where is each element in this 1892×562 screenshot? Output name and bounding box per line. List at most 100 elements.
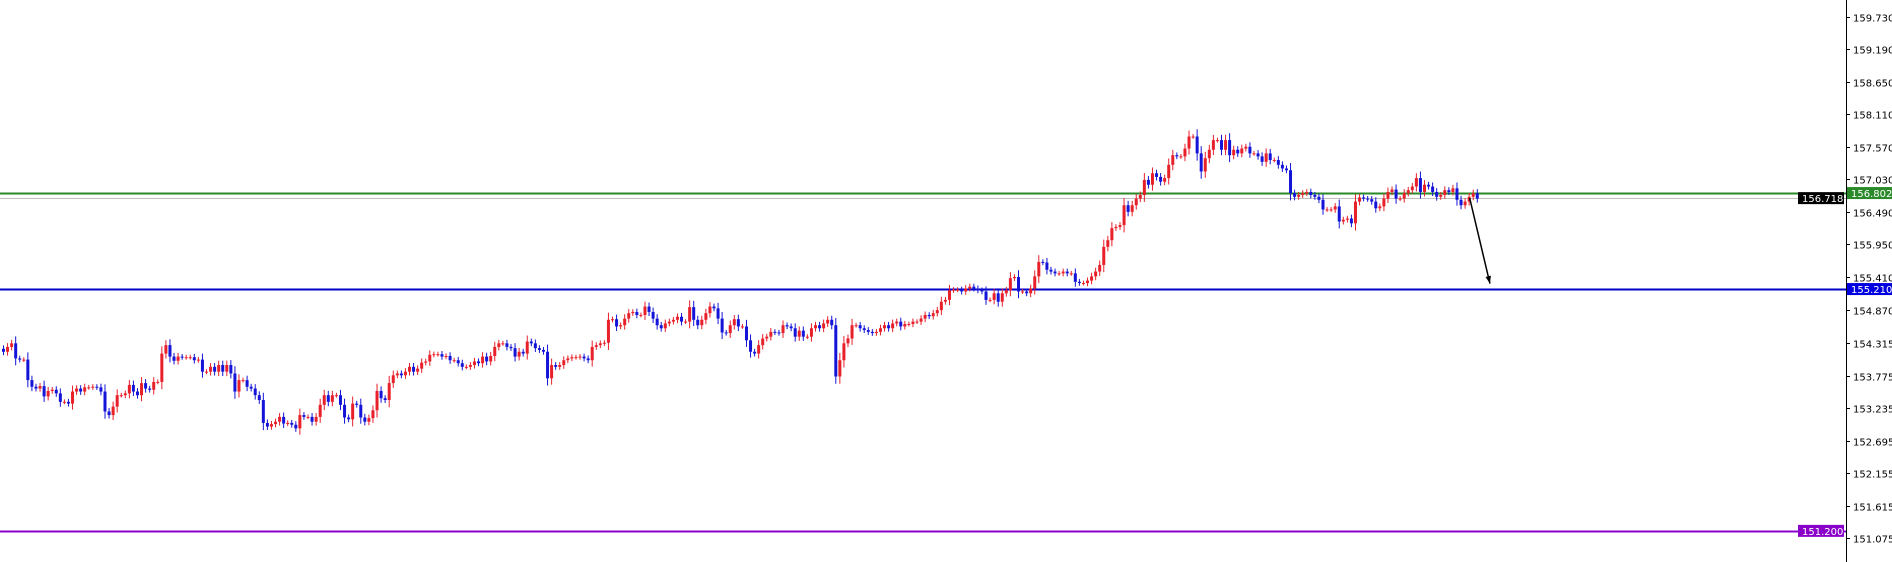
candle <box>497 339 501 351</box>
candle-body <box>79 388 83 392</box>
candle <box>753 348 757 357</box>
candle <box>152 377 156 395</box>
candle <box>663 319 667 333</box>
candle <box>1459 195 1463 210</box>
candle-body <box>570 357 574 359</box>
candle <box>509 344 513 351</box>
candle <box>935 306 939 317</box>
candle <box>1435 188 1439 201</box>
candle-body <box>895 321 899 324</box>
candle-body <box>1345 218 1349 220</box>
candle <box>797 326 801 341</box>
candle <box>416 365 420 375</box>
candle <box>521 348 525 357</box>
candle <box>464 364 468 370</box>
candle <box>46 386 50 401</box>
candle <box>485 352 489 366</box>
candle <box>1146 176 1150 189</box>
candle <box>1057 270 1061 276</box>
candle <box>1337 199 1341 229</box>
candle-body <box>87 387 91 389</box>
candle <box>257 391 261 404</box>
candle-body <box>947 290 951 300</box>
candle <box>866 327 870 335</box>
candle <box>1081 280 1085 286</box>
candle-body <box>1012 276 1016 279</box>
candle-body <box>712 306 716 309</box>
price-axis[interactable]: 159.730 159.190 158.650 158.110 157.570 157.0… <box>1846 14 1892 546</box>
candle-body <box>935 310 939 314</box>
candle <box>440 351 444 360</box>
candle-body <box>355 403 359 405</box>
candle-body <box>1061 271 1065 274</box>
candle-body <box>115 395 119 407</box>
candle-body <box>781 325 785 334</box>
candle-body <box>1102 246 1106 265</box>
tick-label: 152.695 <box>1853 438 1892 449</box>
candle-body <box>1427 184 1431 187</box>
candle <box>395 370 399 379</box>
candle <box>655 314 659 330</box>
candle-body <box>237 380 241 392</box>
candle <box>943 296 947 305</box>
candle <box>127 379 131 399</box>
candle-body <box>1398 198 1402 200</box>
candle-body <box>740 326 744 328</box>
candle <box>822 319 826 333</box>
candle <box>351 396 355 427</box>
candle <box>960 286 964 295</box>
candle-body <box>338 395 342 405</box>
tick-label: 159.730 <box>1853 14 1892 25</box>
candle <box>1423 180 1426 197</box>
candle-body <box>448 355 452 361</box>
candle-body <box>680 316 684 322</box>
candle-body <box>209 366 213 372</box>
candle <box>903 320 907 330</box>
candle <box>1345 215 1349 223</box>
candle-body <box>160 353 164 382</box>
candle <box>883 321 887 332</box>
candle-body <box>1017 276 1020 292</box>
candle-body <box>1439 194 1443 197</box>
tick-label: 159.190 <box>1853 46 1892 57</box>
candle <box>156 379 160 385</box>
candle <box>1358 193 1362 206</box>
candle <box>314 413 318 426</box>
candle-body <box>221 365 225 372</box>
candle-body <box>761 338 765 346</box>
candle-body <box>846 338 850 344</box>
trend-arrow[interactable] <box>1468 197 1491 284</box>
tick-label: 151.075 <box>1853 535 1892 546</box>
candle-body <box>1260 156 1264 162</box>
candle <box>123 390 127 399</box>
candle-body <box>749 340 753 352</box>
candle-body <box>1163 178 1167 182</box>
candle-body <box>818 325 822 329</box>
candle-body <box>172 356 176 361</box>
candle-body <box>140 383 144 396</box>
candle <box>870 329 874 336</box>
candle <box>107 407 111 419</box>
candle <box>87 384 91 390</box>
candle <box>1455 182 1459 206</box>
candle <box>205 369 208 375</box>
candle <box>1106 235 1110 252</box>
candle <box>1305 189 1309 196</box>
candle <box>391 370 395 388</box>
candle <box>66 398 70 407</box>
candle-body <box>1349 218 1353 224</box>
candle-body <box>38 386 42 389</box>
candle <box>757 340 761 359</box>
candle-body <box>627 313 631 319</box>
candle <box>574 354 578 360</box>
candle-body <box>306 416 310 418</box>
candle-body <box>322 395 326 405</box>
candle <box>444 353 448 360</box>
candle-body <box>1232 149 1236 156</box>
candle <box>939 296 943 316</box>
candle-body <box>1414 178 1418 187</box>
candle-body <box>6 346 10 352</box>
candle-body <box>184 357 188 359</box>
candle <box>18 355 22 363</box>
candle <box>931 309 935 320</box>
